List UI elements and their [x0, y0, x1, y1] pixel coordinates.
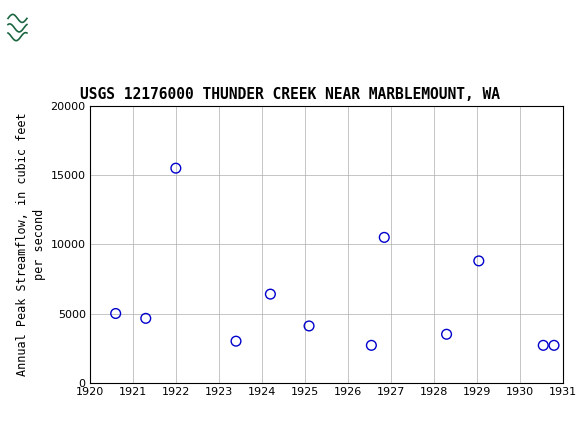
Point — [474, 258, 484, 264]
Point — [367, 342, 376, 349]
Text: USGS 12176000 THUNDER CREEK NEAR MARBLEMOUNT, WA: USGS 12176000 THUNDER CREEK NEAR MARBLEM… — [80, 86, 500, 101]
Point — [171, 165, 180, 172]
Point — [539, 342, 548, 349]
Point — [231, 338, 241, 344]
Bar — [8, 7, 50, 45]
Point — [111, 310, 120, 317]
Y-axis label: Annual Peak Streamflow, in cubic feet
per second: Annual Peak Streamflow, in cubic feet pe… — [16, 113, 46, 376]
Point — [304, 322, 314, 329]
Text: USGS: USGS — [54, 16, 118, 36]
Point — [442, 331, 451, 338]
Point — [266, 291, 275, 298]
Point — [380, 234, 389, 241]
Point — [141, 315, 150, 322]
Point — [549, 342, 559, 349]
